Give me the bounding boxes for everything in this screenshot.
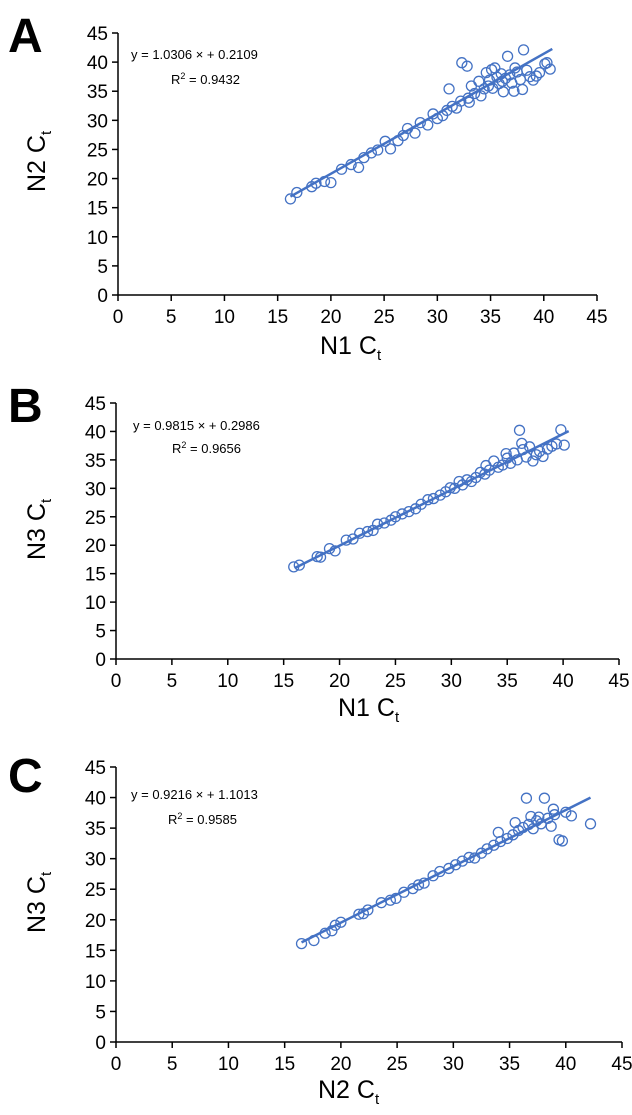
y-tick-label: 20	[87, 170, 108, 191]
y-tick-label: 5	[95, 1002, 106, 1023]
x-tick-label: 5	[167, 1054, 178, 1075]
data-point	[326, 178, 336, 188]
data-point	[498, 87, 508, 97]
trend-line	[302, 798, 591, 943]
x-tick-label: 30	[427, 307, 448, 328]
y-tick-label: 25	[85, 508, 106, 529]
y-tick-label: 20	[85, 911, 106, 932]
y-tick-label: 25	[87, 140, 108, 161]
y-tick-label: 15	[85, 565, 106, 586]
y-tick-label: 40	[85, 789, 106, 810]
x-tick-label: 20	[330, 1054, 351, 1075]
y-tick-label: 20	[85, 536, 106, 557]
data-point	[490, 63, 500, 73]
x-tick-label: 5	[166, 307, 177, 328]
y-tick-label: 45	[85, 758, 106, 779]
panel-c: C 0 5 10 15 20 25 30 35 40 45 0 5 10 15 20 25 30 35 40 45 y…	[0, 740, 632, 1115]
x-axis-title: N1 Ct	[320, 332, 382, 364]
chart-b-svg: B 0 5 10 15 20 25 30 35 40 45 0 5 10 15 20 25 30 35 40 45 y…	[0, 370, 632, 740]
x-tick-label: 10	[217, 671, 238, 692]
x-axis-title: N2 Ct	[318, 1076, 380, 1108]
x-tick-label: 10	[214, 307, 235, 328]
x-tick-label: 10	[218, 1054, 239, 1075]
y-tick-label: 45	[87, 24, 108, 45]
data-point	[503, 51, 513, 61]
regression-equation: y = 0.9815 × + 0.2986	[133, 418, 260, 433]
data-point	[493, 827, 503, 837]
x-tick-label: 40	[555, 1054, 576, 1075]
data-point	[557, 836, 567, 846]
y-tick-label: 15	[87, 199, 108, 220]
y-tick-label: 40	[87, 53, 108, 74]
y-axis-title: N3 Ct	[23, 871, 55, 933]
x-tick-label: 45	[611, 1054, 632, 1075]
x-tick-label: 15	[267, 307, 288, 328]
x-tick-label: 25	[387, 1054, 408, 1075]
y-tick-label: 35	[85, 451, 106, 472]
data-point	[539, 793, 549, 803]
panel-letter: B	[8, 380, 43, 433]
y-tick-label: 0	[95, 650, 106, 671]
x-tick-label: 30	[443, 1054, 464, 1075]
x-tick-label: 25	[385, 671, 406, 692]
y-tick-label: 30	[85, 479, 106, 500]
data-point	[519, 45, 529, 55]
y-tick-label: 15	[85, 941, 106, 962]
data-point	[444, 84, 454, 94]
y-tick-label: 5	[97, 257, 108, 278]
y-tick-label: 10	[87, 228, 108, 249]
x-tick-label: 15	[274, 1054, 295, 1075]
x-tick-label: 0	[111, 1054, 122, 1075]
y-tick-label: 10	[85, 593, 106, 614]
y-tick-label: 10	[85, 972, 106, 993]
x-tick-label: 45	[586, 307, 607, 328]
data-point	[385, 144, 395, 154]
y-tick-label: 25	[85, 880, 106, 901]
x-tick-label: 20	[329, 671, 350, 692]
x-tick-label: 20	[320, 307, 341, 328]
regression-equation: y = 0.9216 × + 1.1013	[131, 787, 258, 802]
x-tick-label: 25	[374, 307, 395, 328]
r-squared-label: R2 = 0.9585	[168, 811, 237, 827]
x-tick-label: 40	[553, 671, 574, 692]
y-tick-label: 30	[87, 111, 108, 132]
y-tick-label: 45	[85, 394, 106, 415]
data-point	[515, 425, 525, 435]
trend-line	[295, 431, 569, 568]
r-squared-label: R2 = 0.9656	[172, 440, 241, 456]
x-tick-label: 5	[167, 671, 178, 692]
x-tick-label: 35	[499, 1054, 520, 1075]
chart-c-svg: C 0 5 10 15 20 25 30 35 40 45 0 5 10 15 20 25 30 35 40 45 y…	[0, 740, 632, 1115]
x-tick-label: 45	[608, 671, 629, 692]
x-tick-label: 40	[533, 307, 554, 328]
panel-a: A 0 5 10 15 20 25 30 35 40 45 0 5 10 15 20 25 30 35 40 45 y…	[0, 0, 632, 370]
data-point	[586, 819, 596, 829]
x-tick-label: 0	[111, 671, 122, 692]
panel-b: B 0 5 10 15 20 25 30 35 40 45 0 5 10 15 20 25 30 35 40 45 y…	[0, 370, 632, 740]
y-axis-title: N2 Ct	[23, 130, 55, 192]
x-tick-label: 15	[273, 671, 294, 692]
x-tick-label: 30	[441, 671, 462, 692]
regression-equation: y = 1.0306 × + 0.2109	[131, 47, 258, 62]
y-tick-label: 0	[95, 1033, 106, 1054]
y-tick-label: 40	[85, 422, 106, 443]
y-axis-title: N3 Ct	[23, 498, 55, 560]
x-tick-label: 35	[480, 307, 501, 328]
y-tick-label: 35	[85, 819, 106, 840]
y-tick-label: 30	[85, 850, 106, 871]
trend-line	[290, 49, 552, 197]
chart-a-svg: A 0 5 10 15 20 25 30 35 40 45 0 5 10 15 20 25 30 35 40 45 y…	[0, 0, 632, 370]
x-tick-label: 35	[497, 671, 518, 692]
data-point	[521, 793, 531, 803]
panel-letter: C	[8, 750, 43, 803]
y-tick-label: 35	[87, 82, 108, 103]
y-tick-label: 0	[97, 286, 108, 307]
x-tick-label: 0	[113, 307, 124, 328]
panel-letter: A	[8, 10, 43, 63]
r-squared-label: R2 = 0.9432	[171, 71, 240, 87]
y-tick-label: 5	[95, 622, 106, 643]
x-axis-title: N1 Ct	[338, 694, 400, 726]
